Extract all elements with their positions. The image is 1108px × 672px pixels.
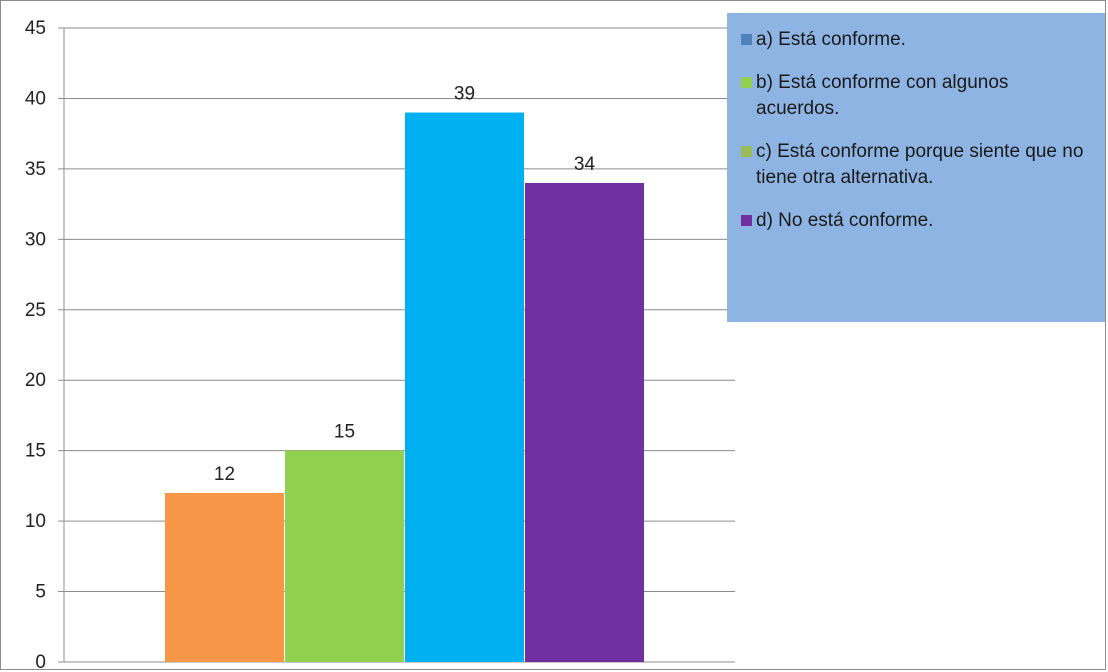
data-label: 15 xyxy=(334,422,355,443)
y-tick-label: 25 xyxy=(25,300,46,321)
legend-item-b: b) Está conforme con algunos acuerdos. xyxy=(741,70,1095,122)
y-tick-label: 20 xyxy=(25,370,46,391)
data-label: 34 xyxy=(574,154,596,175)
legend-label-c: c) Está conforme porque siente que no ti… xyxy=(756,141,1084,188)
legend-swatch-b xyxy=(741,77,752,88)
bar xyxy=(405,112,524,663)
y-tick-label: 15 xyxy=(25,441,46,462)
legend: a) Está conforme. b) Está conforme con a… xyxy=(727,13,1105,322)
y-tick-label: 5 xyxy=(35,582,46,603)
legend-label-a: a) Está conforme. xyxy=(756,29,906,50)
legend-label-b: b) Está conforme con algunos acuerdos. xyxy=(756,72,1009,119)
y-tick-label: 0 xyxy=(35,652,46,672)
legend-swatch-c xyxy=(741,146,752,157)
legend-swatch-a xyxy=(741,34,752,45)
data-label: 12 xyxy=(214,464,235,485)
legend-swatch-d xyxy=(741,215,752,226)
bar xyxy=(285,450,404,662)
legend-item-c: c) Está conforme porque siente que no ti… xyxy=(741,139,1095,191)
legend-item-a: a) Está conforme. xyxy=(741,27,1095,53)
y-tick-label: 30 xyxy=(25,229,46,250)
legend-label-d: d) No está conforme. xyxy=(756,210,934,231)
y-tick-label: 40 xyxy=(25,88,46,109)
legend-item-d: d) No está conforme. xyxy=(741,208,1095,234)
data-label: 39 xyxy=(454,84,475,105)
y-tick-label: 45 xyxy=(25,18,46,39)
bar xyxy=(165,492,284,662)
y-tick-label: 35 xyxy=(25,159,46,180)
y-tick-label: 10 xyxy=(25,511,46,532)
bar xyxy=(525,182,644,662)
